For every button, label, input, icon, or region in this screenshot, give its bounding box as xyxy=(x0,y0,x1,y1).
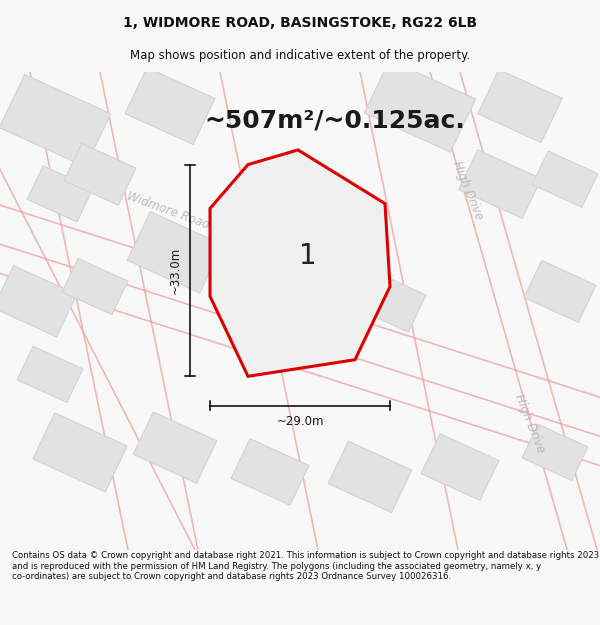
Text: High Drive: High Drive xyxy=(512,392,548,454)
Text: 1, WIDMORE ROAD, BASINGSTOKE, RG22 6LB: 1, WIDMORE ROAD, BASINGSTOKE, RG22 6LB xyxy=(123,16,477,30)
Text: ~507m²/~0.125ac.: ~507m²/~0.125ac. xyxy=(205,109,466,132)
Polygon shape xyxy=(421,434,499,501)
Polygon shape xyxy=(17,346,83,403)
Polygon shape xyxy=(522,424,588,481)
Text: Contains OS data © Crown copyright and database right 2021. This information is : Contains OS data © Crown copyright and d… xyxy=(12,551,599,581)
Text: High Drive: High Drive xyxy=(451,159,485,222)
Polygon shape xyxy=(0,266,77,337)
Text: ~33.0m: ~33.0m xyxy=(169,247,182,294)
Polygon shape xyxy=(125,68,215,144)
Polygon shape xyxy=(354,270,426,332)
Polygon shape xyxy=(0,74,111,167)
Polygon shape xyxy=(62,258,128,314)
Polygon shape xyxy=(532,151,598,208)
Polygon shape xyxy=(459,150,541,218)
Polygon shape xyxy=(64,143,136,205)
Text: 1: 1 xyxy=(299,242,317,269)
Text: ~29.0m: ~29.0m xyxy=(276,416,324,428)
Polygon shape xyxy=(133,412,217,483)
Polygon shape xyxy=(524,261,596,322)
Polygon shape xyxy=(231,439,309,505)
Polygon shape xyxy=(210,150,390,376)
Polygon shape xyxy=(328,441,412,512)
Text: Map shows position and indicative extent of the property.: Map shows position and indicative extent… xyxy=(130,49,470,62)
Polygon shape xyxy=(478,69,562,142)
Text: Widmore Road: Widmore Road xyxy=(125,189,211,231)
Polygon shape xyxy=(127,212,223,293)
Polygon shape xyxy=(364,60,476,152)
Polygon shape xyxy=(33,413,127,492)
Polygon shape xyxy=(27,166,93,222)
